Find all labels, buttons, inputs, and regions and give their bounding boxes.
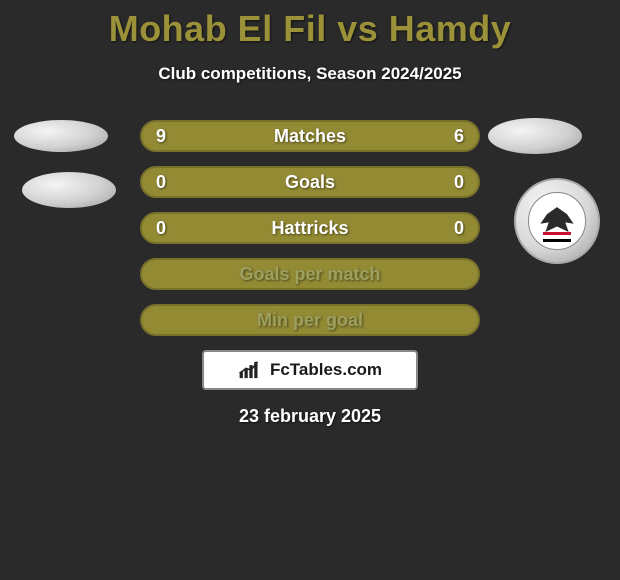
- subtitle: Club competitions, Season 2024/2025: [0, 64, 620, 84]
- stat-row-goals: 0 Goals 0: [140, 166, 480, 198]
- stat-right-value: 0: [444, 218, 464, 239]
- source-badge[interactable]: FcTables.com: [202, 350, 418, 390]
- stat-label: Goals per match: [239, 264, 380, 285]
- stat-left-value: 9: [156, 126, 176, 147]
- stats-list: 9 Matches 6 0 Goals 0 0 Hattricks 0 Goal…: [0, 120, 620, 336]
- stat-label: Hattricks: [271, 218, 348, 239]
- comparison-card: Mohab El Fil vs Hamdy Club competitions,…: [0, 0, 620, 427]
- chart-icon: [238, 360, 264, 380]
- stat-row-matches: 9 Matches 6: [140, 120, 480, 152]
- stat-row-goals-per-match: Goals per match: [140, 258, 480, 290]
- date-label: 23 february 2025: [0, 406, 620, 427]
- page-title: Mohab El Fil vs Hamdy: [0, 8, 620, 50]
- stat-label: Min per goal: [257, 310, 363, 331]
- stat-row-min-per-goal: Min per goal: [140, 304, 480, 336]
- stat-label: Matches: [274, 126, 346, 147]
- stat-right-value: 0: [444, 172, 464, 193]
- stat-left-value: 0: [156, 218, 176, 239]
- stat-label: Goals: [285, 172, 335, 193]
- stat-row-hattricks: 0 Hattricks 0: [140, 212, 480, 244]
- stat-right-value: 6: [444, 126, 464, 147]
- stat-left-value: 0: [156, 172, 176, 193]
- source-label: FcTables.com: [270, 360, 382, 380]
